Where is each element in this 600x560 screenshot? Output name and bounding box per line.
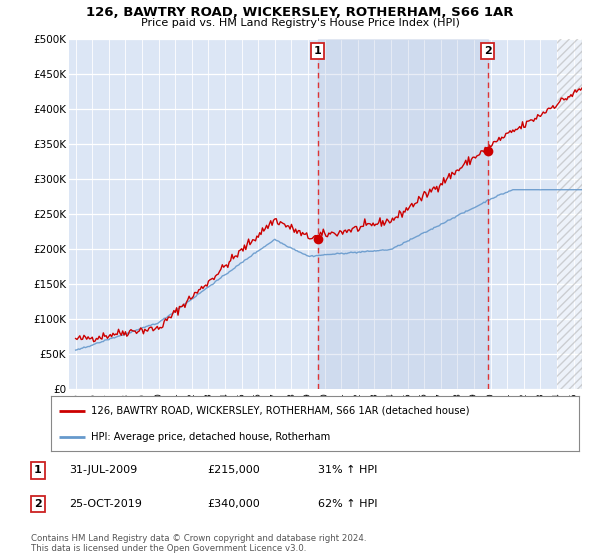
Text: 62% ↑ HPI: 62% ↑ HPI <box>318 499 377 509</box>
Text: £215,000: £215,000 <box>207 465 260 475</box>
Text: 126, BAWTRY ROAD, WICKERSLEY, ROTHERHAM, S66 1AR: 126, BAWTRY ROAD, WICKERSLEY, ROTHERHAM,… <box>86 6 514 18</box>
Text: 1: 1 <box>34 465 41 475</box>
Text: Price paid vs. HM Land Registry's House Price Index (HPI): Price paid vs. HM Land Registry's House … <box>140 18 460 28</box>
Text: Contains HM Land Registry data © Crown copyright and database right 2024.
This d: Contains HM Land Registry data © Crown c… <box>31 534 367 553</box>
Text: 1: 1 <box>314 46 322 56</box>
Text: 2: 2 <box>34 499 41 509</box>
Text: 25-OCT-2019: 25-OCT-2019 <box>69 499 142 509</box>
Text: HPI: Average price, detached house, Rotherham: HPI: Average price, detached house, Roth… <box>91 432 330 442</box>
Bar <box>557 39 582 389</box>
Text: £340,000: £340,000 <box>207 499 260 509</box>
Text: 126, BAWTRY ROAD, WICKERSLEY, ROTHERHAM, S66 1AR (detached house): 126, BAWTRY ROAD, WICKERSLEY, ROTHERHAM,… <box>91 406 469 416</box>
Text: 31-JUL-2009: 31-JUL-2009 <box>69 465 137 475</box>
Text: 31% ↑ HPI: 31% ↑ HPI <box>318 465 377 475</box>
Text: 2: 2 <box>484 46 491 56</box>
Bar <box>317 39 488 389</box>
